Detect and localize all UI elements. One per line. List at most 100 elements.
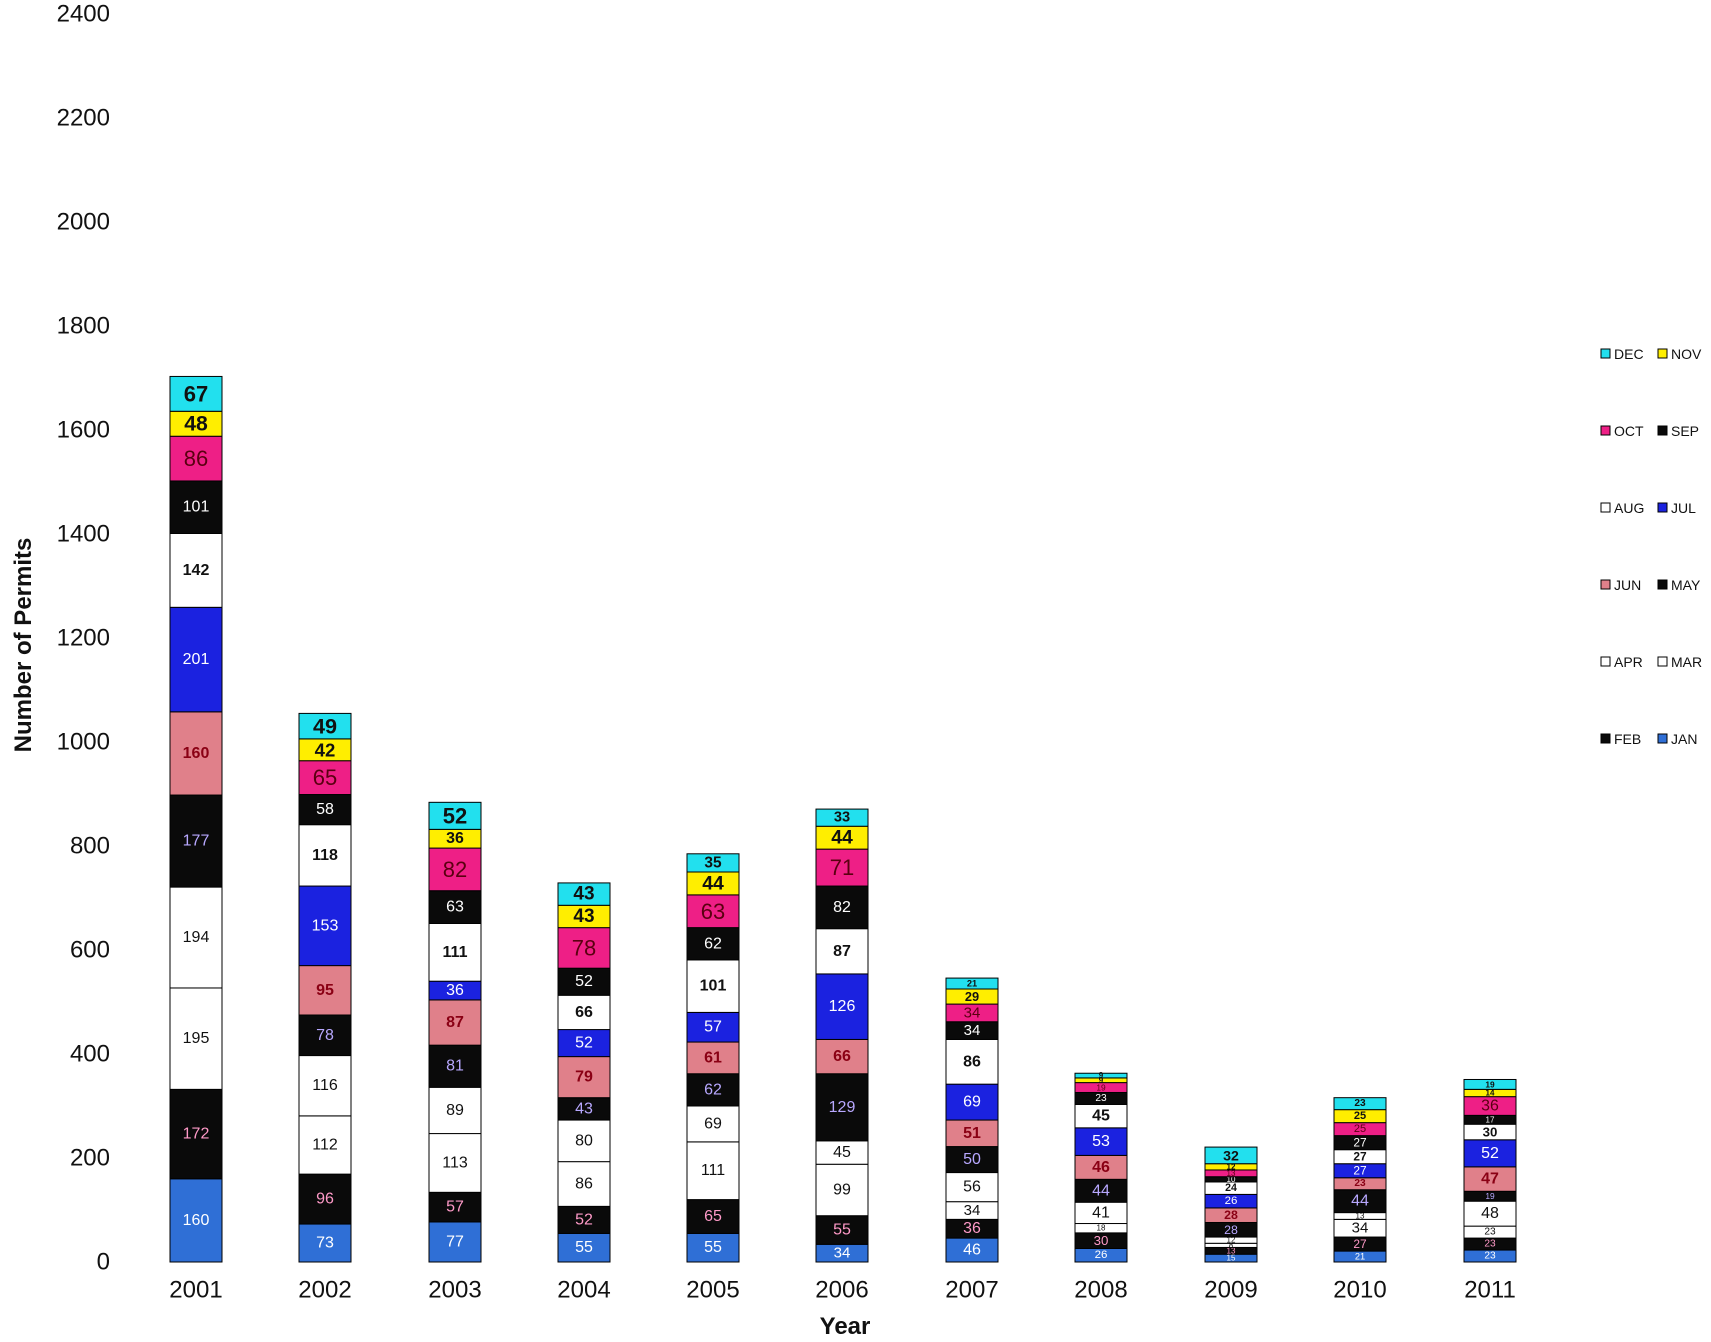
data-label-2004-feb: 52 [575, 1211, 593, 1228]
data-label-2002-nov: 42 [315, 739, 336, 760]
data-label-2007-oct: 34 [964, 1004, 981, 1021]
data-label-2003-oct: 82 [443, 857, 467, 882]
data-label-2008-nov: 9 [1099, 1076, 1104, 1085]
data-label-2005-jun: 61 [704, 1049, 722, 1066]
bar-segment-2004-oct [557, 927, 611, 969]
data-label-2007-nov: 29 [965, 989, 979, 1004]
bar-segment-2004-sep [557, 967, 611, 996]
x-tick-label-2010: 2010 [1333, 1277, 1386, 1304]
legend-label-aug: AUG [1614, 500, 1644, 516]
data-label-2001-aug: 142 [183, 562, 210, 579]
bar-segment-2009-dec [1204, 1146, 1258, 1165]
data-label-2004-aug: 66 [575, 1004, 593, 1021]
bar-segment-2005-feb [686, 1199, 740, 1234]
bar-segment-2003-jun [428, 999, 482, 1046]
data-label-2004-apr: 80 [575, 1132, 593, 1149]
legend-swatch-aug [1600, 502, 1611, 513]
data-label-2002-may: 78 [316, 1027, 334, 1044]
data-label-2008-jan: 26 [1095, 1249, 1108, 1261]
bar-segment-2005-may [686, 1073, 740, 1107]
bar-segment-2001-apr [169, 886, 223, 989]
data-label-2011-may: 19 [1485, 1191, 1495, 1201]
data-label-2003-jan: 77 [446, 1233, 464, 1250]
data-label-2010-may: 44 [1351, 1193, 1369, 1210]
data-label-2008-mar: 18 [1097, 1224, 1106, 1233]
bar-segment-2005-jul [686, 1011, 740, 1043]
bar-segment-2006-oct [815, 848, 869, 887]
data-label-2009-nov: 12 [1227, 1162, 1236, 1171]
bar-segment-2001-oct [169, 435, 223, 482]
data-label-2008-aug: 45 [1092, 1108, 1110, 1125]
data-label-2003-dec: 52 [443, 803, 467, 828]
x-tick-label-2005: 2005 [686, 1277, 739, 1304]
data-label-2011-jul: 52 [1481, 1145, 1499, 1162]
bar-segment-2004-jan [557, 1232, 611, 1263]
legend-item-aug: AUG [1600, 500, 1644, 516]
bars: 1601721951941771602011421018648677396112… [169, 375, 1517, 1263]
data-label-2005-sep: 62 [704, 935, 722, 952]
bar-segment-2005-oct [686, 894, 740, 929]
bar-segment-2003-jan [428, 1221, 482, 1263]
data-label-2005-jan: 55 [704, 1239, 722, 1256]
data-label-2001-jul: 201 [183, 651, 210, 668]
x-tick-label-2006: 2006 [815, 1277, 868, 1304]
x-tick-label-2008: 2008 [1074, 1277, 1127, 1304]
bar-segment-2001-jan [169, 1178, 223, 1263]
data-label-2001-feb: 172 [183, 1126, 210, 1143]
data-label-2001-apr: 194 [183, 929, 210, 946]
bar-segment-2002-aug [298, 824, 352, 887]
y-tick-label-1200: 1200 [57, 625, 110, 652]
data-label-2006-jan: 34 [834, 1245, 851, 1262]
bar-segment-2007-apr [945, 1172, 999, 1203]
bar-segment-2011-apr [1463, 1200, 1517, 1227]
data-label-2004-nov: 43 [573, 906, 594, 927]
legend-item-jan: JAN [1657, 731, 1697, 747]
data-label-2009-feb: 13 [1227, 1246, 1236, 1255]
legend-swatch-sep [1657, 425, 1668, 436]
data-label-2003-sep: 63 [446, 899, 464, 916]
data-label-2008-may: 44 [1092, 1182, 1110, 1199]
legend-swatch-apr [1600, 656, 1611, 667]
bar-segment-2001-aug [169, 532, 223, 608]
legend-item-dec: DEC [1600, 346, 1644, 362]
data-label-2007-jul: 69 [963, 1094, 981, 1111]
data-label-2003-jul: 36 [446, 982, 464, 999]
data-label-2001-nov: 48 [184, 412, 208, 435]
data-label-2007-feb: 36 [963, 1220, 981, 1237]
data-label-2003-nov: 36 [446, 830, 464, 847]
data-label-2008-oct: 19 [1096, 1083, 1106, 1093]
bar-segment-2006-jul [815, 973, 869, 1040]
data-label-2005-may: 62 [704, 1081, 722, 1098]
data-label-2004-may: 43 [575, 1100, 593, 1117]
data-label-2010-jul: 27 [1353, 1164, 1367, 1178]
data-label-2011-aug: 30 [1483, 1125, 1498, 1140]
x-tick-label-2001: 2001 [169, 1277, 222, 1304]
bar-segment-2001-dec [169, 375, 223, 412]
bar-segment-2007-dec [945, 977, 999, 990]
data-label-2009-jan: 15 [1227, 1254, 1236, 1263]
bar-segment-2002-jul [298, 885, 352, 967]
data-label-2005-apr: 69 [704, 1115, 722, 1132]
data-label-2009-dec: 32 [1223, 1147, 1239, 1163]
legend-label-jun: JUN [1614, 577, 1641, 593]
legend-item-oct: OCT [1600, 423, 1644, 439]
bar-segment-2007-jun [945, 1119, 999, 1148]
legend-label-apr: APR [1614, 654, 1643, 670]
data-label-2005-mar: 111 [701, 1162, 725, 1179]
data-label-2010-jun: 23 [1354, 1178, 1366, 1189]
x-tick-label-2007: 2007 [945, 1277, 998, 1304]
data-label-2010-aug: 27 [1353, 1150, 1367, 1164]
legend-swatch-jun [1600, 579, 1611, 590]
legend-label-oct: OCT [1614, 423, 1644, 439]
data-label-2004-jul: 52 [575, 1035, 593, 1052]
data-label-2002-jan: 73 [316, 1235, 334, 1252]
bar-segment-2003-dec [428, 801, 482, 830]
data-label-2008-feb: 30 [1094, 1233, 1109, 1248]
legend-swatch-oct [1600, 425, 1611, 436]
bar-segment-2004-feb [557, 1205, 611, 1234]
data-label-2011-oct: 36 [1481, 1098, 1499, 1115]
data-label-2006-mar: 99 [833, 1181, 851, 1198]
data-label-2003-may: 81 [446, 1058, 464, 1075]
